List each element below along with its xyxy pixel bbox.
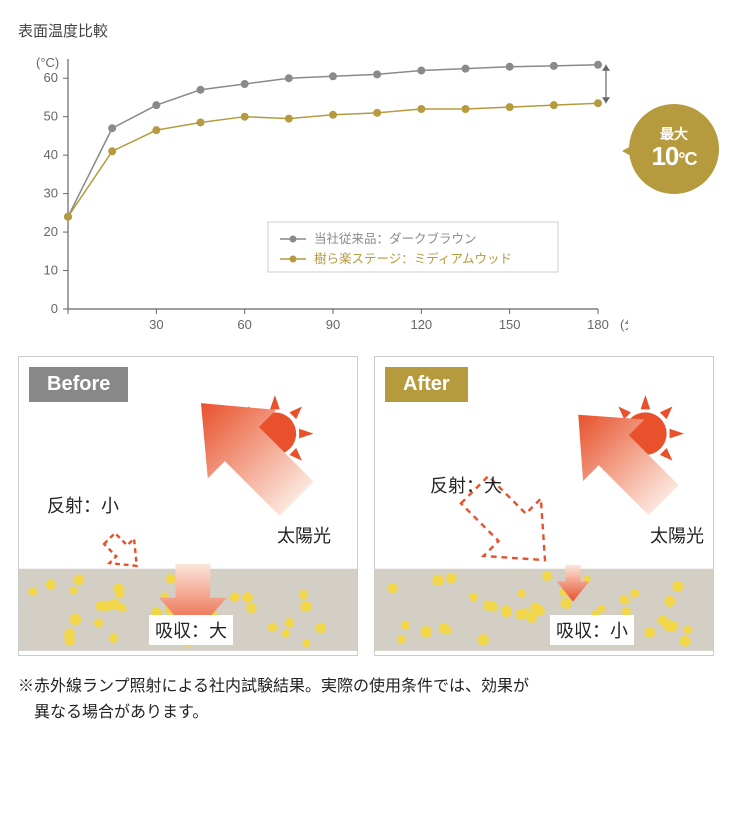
chart-title: 表面温度比較: [18, 20, 714, 41]
svg-text:20: 20: [44, 224, 58, 239]
svg-text:180: 180: [587, 317, 609, 332]
svg-text:10: 10: [44, 263, 58, 278]
svg-text:50: 50: [44, 109, 58, 124]
svg-text:90: 90: [326, 317, 340, 332]
comparison-panels: Before: [18, 356, 714, 656]
sunlight-label: 太陽光: [277, 522, 331, 548]
svg-text:(分): (分): [620, 317, 628, 332]
chart-area: (°C) 0 10 20 30 40 50 60 30 60 90 120 150 180 (分) 当社従来品…: [18, 49, 714, 344]
svg-text:0: 0: [51, 301, 58, 316]
line-chart: (°C) 0 10 20 30 40 50 60 30 60 90 120 150 180 (分) 当社従来品…: [18, 49, 628, 339]
svg-text:150: 150: [499, 317, 521, 332]
svg-text:30: 30: [149, 317, 163, 332]
footnote-text: ※赤外線ランプ照射による社内試験結果。実際の使用条件では、効果が 異なる場合があ…: [18, 674, 714, 725]
svg-text:60: 60: [237, 317, 251, 332]
sunlight-arrow-icon: [167, 369, 331, 533]
badge-value: 10°C: [629, 142, 719, 171]
absorb-label: 吸収：小: [550, 615, 634, 645]
before-label: Before: [29, 367, 128, 402]
svg-text:(°C): (°C): [36, 55, 59, 70]
after-panel: After: [374, 356, 714, 656]
svg-text:樹ら楽ステージ：ミディアムウッド: 樹ら楽ステージ：ミディアムウッド: [314, 251, 512, 266]
temperature-diff-badge: 最大 10°C: [629, 104, 719, 194]
before-panel: Before: [18, 356, 358, 656]
absorb-label: 吸収：大: [149, 615, 233, 645]
svg-text:当社従来品：ダークブラウン: 当社従来品：ダークブラウン: [314, 231, 477, 246]
svg-text:60: 60: [44, 70, 58, 85]
badge-top-text: 最大: [629, 127, 719, 142]
after-label: After: [385, 367, 468, 402]
sunlight-label: 太陽光: [650, 522, 704, 548]
reflect-label: 反射：大: [430, 472, 502, 498]
svg-text:120: 120: [410, 317, 432, 332]
reflect-label: 反射：小: [47, 492, 119, 518]
svg-text:30: 30: [44, 186, 58, 201]
svg-text:40: 40: [44, 147, 58, 162]
sunlight-arrow-icon: [548, 384, 695, 531]
